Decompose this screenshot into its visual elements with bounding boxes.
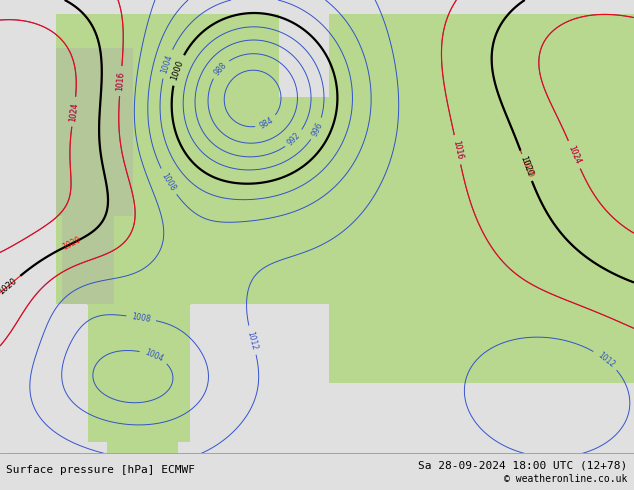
Text: 1020: 1020: [61, 235, 82, 252]
Text: 988: 988: [212, 60, 228, 77]
Text: 1012: 1012: [595, 350, 616, 369]
Bar: [0, 453, 634, 490]
Text: 1008: 1008: [160, 171, 177, 192]
Text: 984: 984: [258, 115, 275, 130]
Text: 1020: 1020: [519, 158, 534, 179]
Text: 992: 992: [286, 130, 302, 147]
Text: 1016: 1016: [115, 71, 126, 91]
Text: 1016: 1016: [451, 140, 464, 160]
Text: 1020: 1020: [0, 276, 19, 296]
Text: Sa 28-09-2024 18:00 UTC (12+78): Sa 28-09-2024 18:00 UTC (12+78): [418, 460, 628, 470]
Text: 1004: 1004: [143, 347, 165, 364]
Text: 1024: 1024: [68, 101, 79, 122]
Text: 1024: 1024: [68, 101, 79, 122]
Text: 1024: 1024: [566, 144, 582, 165]
Text: © weatheronline.co.uk: © weatheronline.co.uk: [504, 474, 628, 485]
Text: 1012: 1012: [246, 330, 259, 350]
Text: 1004: 1004: [160, 53, 174, 74]
Text: 1000: 1000: [170, 59, 185, 81]
Text: 1008: 1008: [131, 312, 152, 324]
Text: 996: 996: [309, 121, 324, 138]
Text: 1016: 1016: [115, 71, 126, 91]
Text: 1024: 1024: [566, 144, 582, 165]
Text: Surface pressure [hPa] ECMWF: Surface pressure [hPa] ECMWF: [6, 465, 195, 475]
Text: 1016: 1016: [451, 140, 464, 160]
Text: 1020: 1020: [518, 154, 534, 177]
